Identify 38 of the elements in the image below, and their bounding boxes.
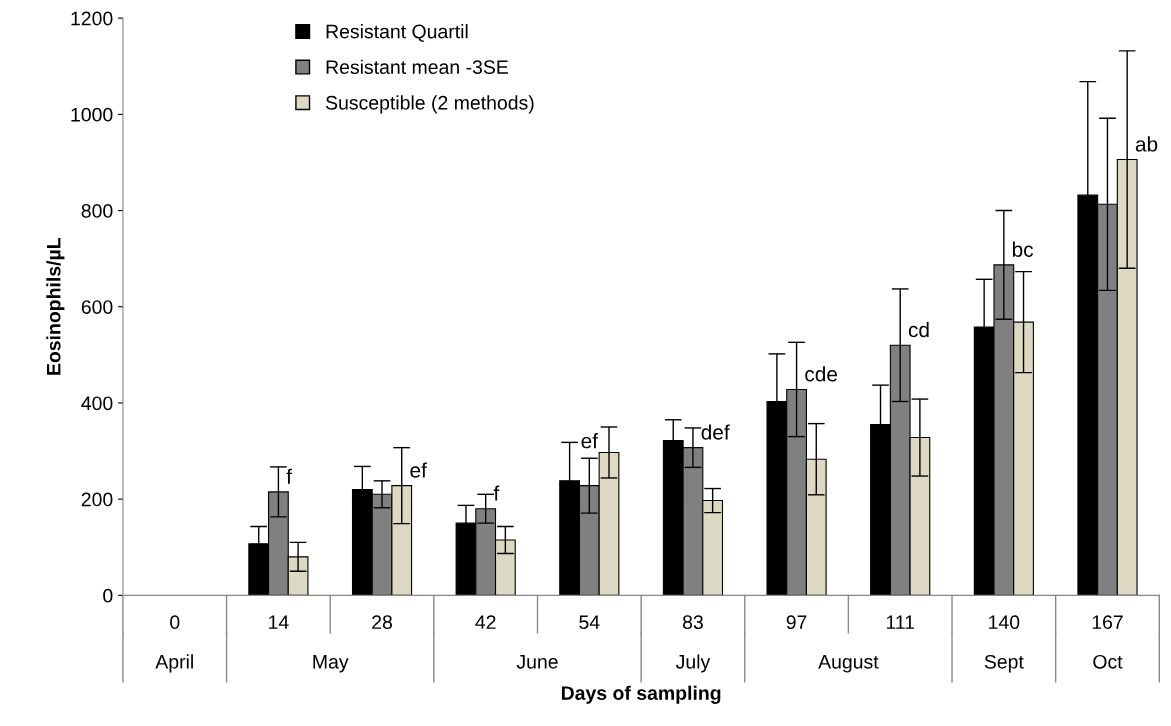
annotation: cde <box>805 366 838 382</box>
text: May <box>313 655 349 673</box>
text: Oct <box>1093 654 1123 669</box>
y-tick-label: 1200 <box>71 11 113 26</box>
x-tick-label: 140 <box>989 615 1020 630</box>
text: June <box>516 655 558 669</box>
y-tick-label: 400 <box>81 396 113 411</box>
y-axis-title: Eosinophils/µL <box>46 237 65 375</box>
annotation: ef <box>410 462 427 478</box>
annotation: cd <box>908 321 929 338</box>
legend-label: Susceptible (2 methods) <box>325 95 534 114</box>
x-tick-label: 0 <box>170 615 180 630</box>
text: August <box>818 655 879 673</box>
x-tick-label: 97 <box>786 615 807 630</box>
x-axis-title: Days of sampling <box>561 685 721 704</box>
x-tick-label: 83 <box>682 615 703 630</box>
y-tick-label: 800 <box>81 204 113 218</box>
text: Sept <box>984 654 1024 673</box>
x-tick-label: 42 <box>475 615 496 629</box>
text: July <box>675 654 711 673</box>
annotation: def <box>701 424 730 440</box>
y-tick-label: 1000 <box>71 107 113 122</box>
annotation: ab <box>1135 136 1158 152</box>
x-tick-label: 14 <box>269 615 289 629</box>
annotation: bc <box>1012 241 1034 257</box>
y-tick-label: 200 <box>81 492 113 507</box>
x-tick-label: 54 <box>579 615 600 630</box>
text: April <box>155 654 193 673</box>
y-tick-label: 0 <box>103 588 113 603</box>
legend-label: Resistant mean -3SE <box>326 59 508 75</box>
y-tick-label: 600 <box>81 300 113 314</box>
legend-label: Resistant Quartil <box>326 24 468 42</box>
annotation: ef <box>581 433 599 449</box>
x-tick-label: 28 <box>372 615 393 630</box>
annotation: f <box>286 468 292 484</box>
annotation: f <box>493 485 500 501</box>
x-tick-label: 167 <box>1092 615 1123 630</box>
x-tick-label: 111 <box>886 615 915 629</box>
